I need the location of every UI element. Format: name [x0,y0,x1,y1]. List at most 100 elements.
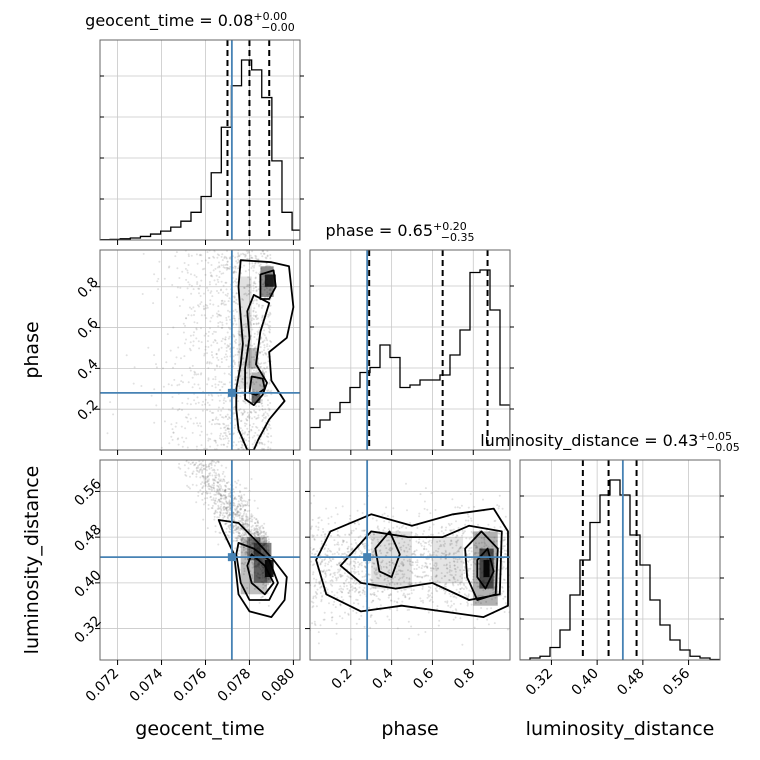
sample-point [200,483,202,485]
sample-point [227,315,230,318]
sample-point [254,353,257,356]
sample-point [240,551,243,554]
sample-point [222,505,225,508]
sample-point [185,317,188,320]
sample-point [360,552,363,555]
sample-point [249,517,252,520]
sample-point [336,563,339,566]
sample-point [218,314,221,317]
sample-point [218,516,220,519]
sample-point [390,599,392,602]
sample-point [200,430,203,433]
sample-point [315,525,318,528]
sample-point [224,523,227,526]
sample-point [219,514,221,517]
sample-point [350,543,353,546]
sample-point [253,366,255,369]
sample-point [241,443,243,446]
sample-point [409,560,412,563]
sample-point [220,464,223,467]
sample-point [207,485,209,488]
sample-point [224,432,227,434]
sample-point [254,276,257,279]
sample-point [226,267,229,270]
sample-point [414,574,417,577]
sample-point [323,548,326,551]
sample-point [224,484,226,487]
sample-point [310,600,313,603]
sample-point [262,540,265,543]
sample-point [363,544,366,547]
sample-point [240,496,242,499]
sample-point [204,303,207,306]
sample-point [383,579,386,582]
sample-point [223,490,226,493]
sample-point [229,257,232,260]
sample-point [218,492,221,495]
sample-point [221,472,224,475]
sample-point [250,539,253,542]
sample-point [340,561,342,564]
sample-point [354,552,357,555]
sample-point [266,323,269,326]
sample-point [413,568,416,570]
sample-point [450,539,453,542]
sample-point [268,320,271,323]
sample-point [191,458,193,460]
sample-point [362,529,365,532]
sample-point [259,530,262,533]
sample-point [248,283,251,286]
sample-point [411,552,414,555]
sample-point [427,574,430,577]
sample-point [233,516,236,519]
sample-point [359,535,362,538]
sample-point [379,575,382,578]
sample-point [213,339,216,341]
sample-point [210,488,213,491]
sample-point [236,347,239,350]
sample-point [228,427,231,430]
sample-point [236,537,239,540]
sample-point [265,531,268,534]
sample-point [316,593,319,596]
sample-point [187,432,189,434]
sample-point [243,409,245,412]
sample-point [218,399,221,402]
sample-point [214,461,217,464]
sample-point [237,505,239,508]
sample-point [389,593,392,595]
sample-point [244,270,247,273]
sample-point [227,495,230,498]
sample-point [504,552,507,555]
sample-point [348,533,351,536]
sample-point [443,540,446,543]
sample-point [346,575,349,578]
sample-point [495,552,497,555]
sample-point [252,309,255,312]
sample-point [133,366,136,369]
sample-point [407,569,409,572]
sample-point [213,515,216,518]
sample-point [213,460,215,463]
sample-point [248,490,251,492]
sample-point [361,576,364,578]
sample-point [333,543,336,546]
sample-point [440,530,443,533]
sample-point [369,535,372,538]
sample-point [245,534,248,537]
sample-point [195,467,198,470]
sample-point [353,566,356,569]
sample-point [237,389,240,392]
sample-point [200,425,203,428]
sample-point [444,549,447,552]
sample-point [213,478,216,481]
sample-point [454,616,457,619]
sample-point [398,565,400,568]
sample-point [380,566,383,568]
sample-point [248,553,251,556]
sample-point [331,616,334,619]
sample-point [170,423,173,426]
sample-point [244,553,247,556]
sample-point [200,259,203,262]
sample-point [436,585,439,588]
